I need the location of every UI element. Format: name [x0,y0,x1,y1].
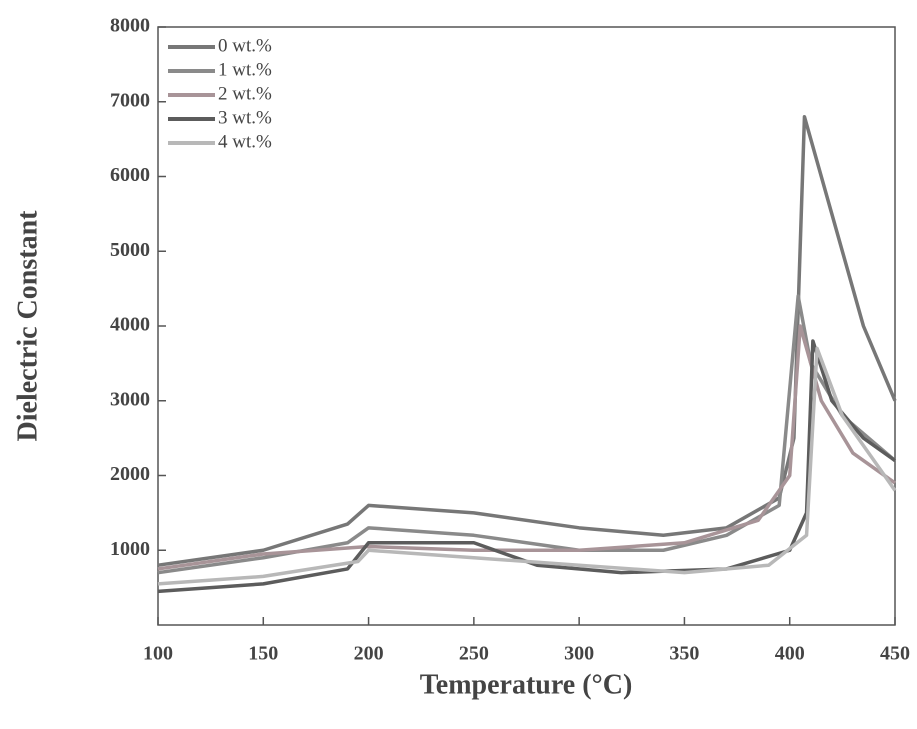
x-tick-label: 300 [564,643,594,665]
legend-label: 0 wt.% [218,35,272,56]
y-tick-label: 5000 [110,239,150,261]
y-tick-label: 4000 [110,314,150,336]
x-tick-label: 200 [354,643,384,665]
series-line [157,114,897,567]
series-line [157,324,897,571]
legend-label: 2 wt.% [218,83,272,104]
y-axis-label: Dielectric Constant [12,210,43,442]
y-tick-label: 6000 [110,164,150,186]
x-tick-label: 150 [248,643,278,665]
y-tick-label: 7000 [110,89,150,111]
x-tick-label: 450 [880,643,910,665]
x-tick-label: 250 [459,643,489,665]
y-tick-label: 8000 [110,15,150,37]
legend-label: 1 wt.% [218,59,272,80]
series-line [157,346,897,586]
x-tick-label: 100 [143,643,173,665]
legend-label: 4 wt.% [218,131,272,152]
x-axis-label: Temperature (°C) [420,669,633,700]
y-tick-label: 1000 [110,538,150,560]
series-line [157,294,897,575]
legend-label: 3 wt.% [218,107,272,128]
y-tick-label: 3000 [110,388,150,410]
x-tick-label: 400 [775,643,805,665]
y-tick-label: 2000 [110,463,150,485]
x-tick-label: 350 [669,643,699,665]
